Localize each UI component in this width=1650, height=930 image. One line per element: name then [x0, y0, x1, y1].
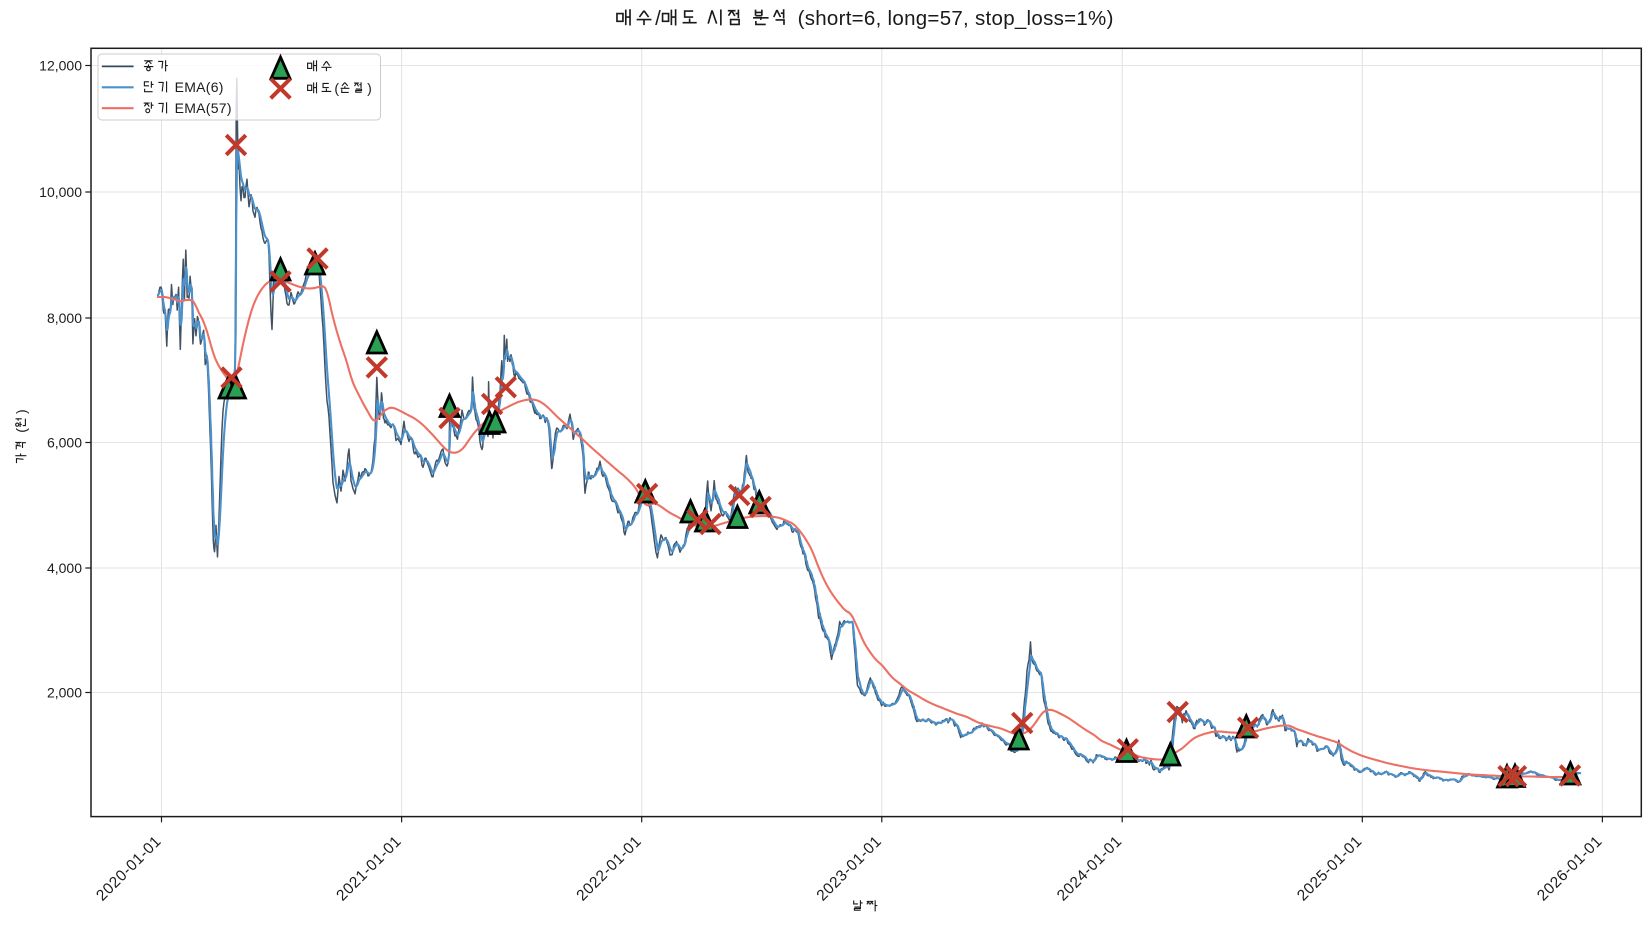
svg-text:): ) [367, 80, 372, 96]
svg-text:(: ( [334, 80, 339, 96]
svg-text:12,000: 12,000 [39, 58, 82, 74]
svg-text:(short=6, long=57, stop_loss=1: (short=6, long=57, stop_loss=1%) [798, 7, 1114, 30]
svg-text:2,000: 2,000 [47, 685, 82, 701]
svg-text:6,000: 6,000 [47, 435, 82, 451]
svg-text:(: ( [13, 428, 29, 433]
svg-text:10,000: 10,000 [39, 184, 82, 200]
svg-text:8,000: 8,000 [47, 310, 82, 326]
svg-text:EMA(57): EMA(57) [175, 100, 232, 116]
svg-text:/: / [655, 7, 661, 30]
svg-text:4,000: 4,000 [47, 560, 82, 576]
svg-text:EMA(6): EMA(6) [175, 79, 224, 95]
svg-text:): ) [13, 409, 29, 414]
